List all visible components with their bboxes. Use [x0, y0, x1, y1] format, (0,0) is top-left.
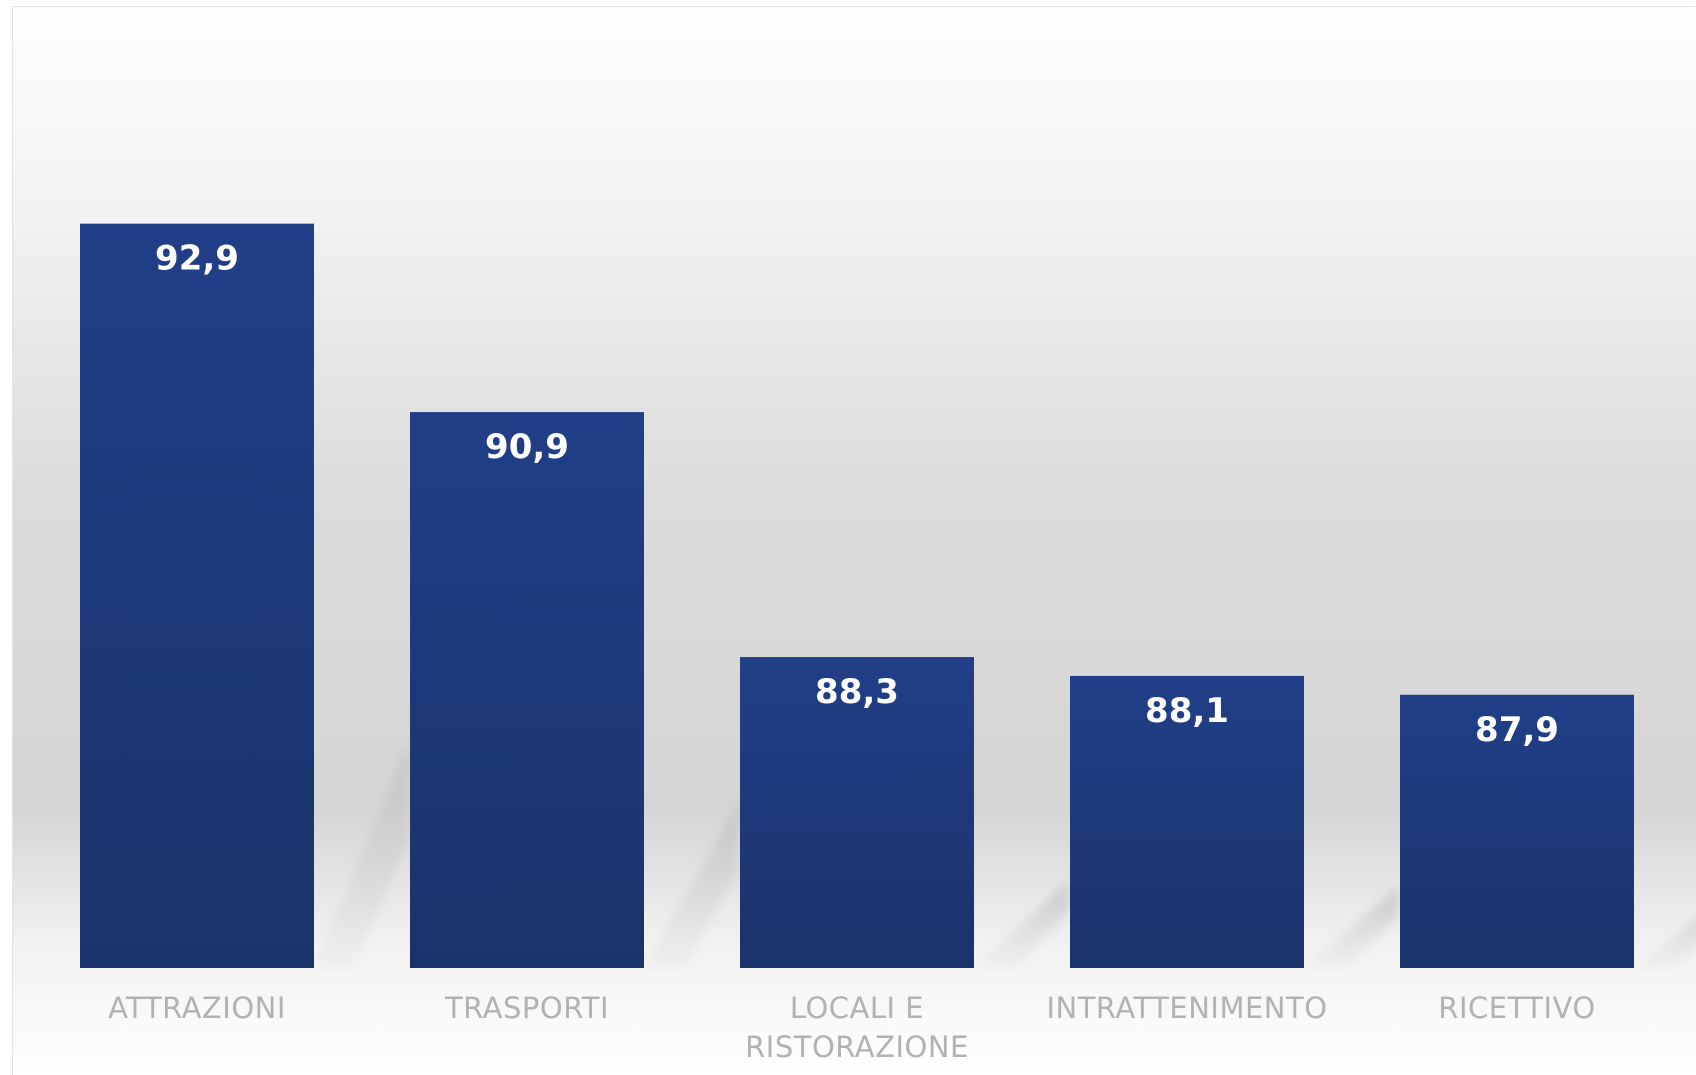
- bars: [80, 223, 1634, 969]
- category-labels: ATTRAZIONI TRASPORTI LOCALI E RISTORAZIONE I…: [108, 991, 1595, 1064]
- value-label: 92,9: [155, 239, 239, 279]
- value-label: 90,9: [485, 427, 569, 467]
- bar-intrattenimento: [1070, 675, 1304, 968]
- value-label: 87,9: [1475, 710, 1559, 750]
- category-label: ATTRAZIONI: [108, 991, 286, 1025]
- category-label: RICETTIVO: [1438, 991, 1595, 1025]
- value-label: 88,3: [815, 672, 899, 712]
- bar-attrazioni: [80, 223, 314, 969]
- category-label: LOCALI E: [790, 991, 924, 1025]
- bar-shadow: [974, 880, 1069, 968]
- bar-shadow: [314, 741, 409, 968]
- bar-shadow: [644, 802, 739, 968]
- value-label: 88,1: [1145, 691, 1229, 731]
- category-label: RISTORAZIONE: [745, 1030, 969, 1064]
- category-label: INTRATTENIMENTO: [1046, 991, 1327, 1025]
- bar-shadows: [314, 741, 1696, 968]
- bar-locali-e-ristorazione: [740, 657, 974, 968]
- category-label: TRASPORTI: [444, 991, 609, 1025]
- bar-shadow: [1304, 886, 1399, 968]
- bar-trasporti: [410, 412, 644, 969]
- bar-shadow: [1634, 918, 1696, 968]
- bar-ricettivo: [1400, 694, 1634, 968]
- value-labels: 92,9 90,9 88,3 88,1 87,9: [155, 239, 1559, 750]
